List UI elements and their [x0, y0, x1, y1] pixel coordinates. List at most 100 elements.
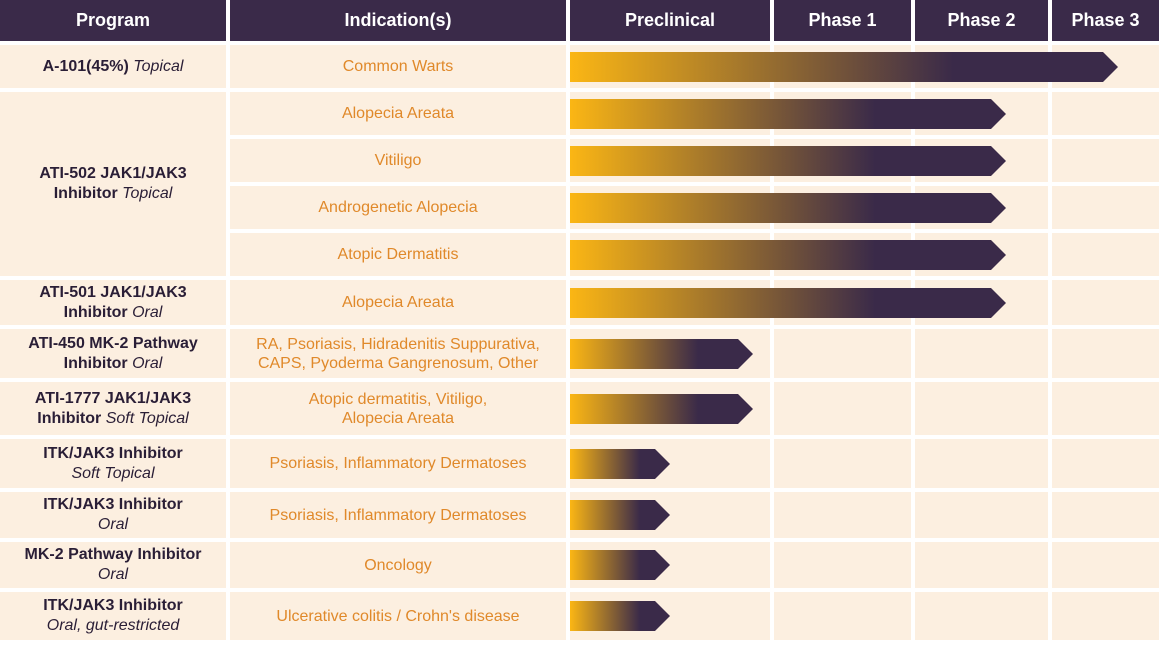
indication-line: Psoriasis, Inflammatory Dermatoses [269, 455, 527, 472]
program-modality: Topical [133, 57, 184, 75]
program-line: ATI-502 JAK1/JAK3 [39, 164, 186, 184]
header-phase-2: Phase 2 [915, 0, 1048, 41]
phase-cell [1052, 382, 1159, 435]
program-name: ATI-501 JAK1/JAK3 [39, 283, 187, 301]
program-line: Oral, gut-restricted [47, 616, 179, 636]
program-modality: Soft Topical [71, 464, 155, 482]
progress-arrow [570, 240, 1006, 270]
program-name-cont: Inhibitor [37, 409, 102, 427]
phase-cell [1052, 92, 1159, 135]
indication-line: Alopecia Areata [341, 409, 455, 427]
progress-arrow-shape [570, 550, 670, 580]
program-line: Inhibitor Soft Topical [37, 409, 188, 429]
phase-cell [915, 439, 1048, 488]
phase-cell [1052, 186, 1159, 229]
indication-line: CAPS, Pyoderma Gangrenosum, Other [257, 354, 539, 372]
phase-cell [915, 329, 1048, 378]
program-modality: Oral [97, 516, 129, 533]
indication-cell: Atopic Dermatitis [230, 233, 566, 276]
program-name-cont: Inhibitor [53, 185, 118, 202]
program-name: ATI-1777 JAK1/JAK3 [34, 389, 192, 407]
program-line: MK-2 Pathway Inhibitor [25, 545, 202, 565]
progress-arrow [570, 394, 753, 424]
indication-cell: Alopecia Areata [230, 280, 566, 325]
program-line: ITK/JAK3 Inhibitor [43, 444, 183, 464]
program-name: MK-2 Pathway Inhibitor [24, 546, 202, 563]
progress-arrow [570, 449, 670, 479]
program-line: Oral [98, 565, 128, 585]
progress-arrow-shape [570, 339, 753, 369]
progress-arrow-shape [570, 288, 1006, 318]
phase-cell [915, 542, 1048, 588]
indication-cell: RA, Psoriasis, Hidradenitis Suppurativa,… [230, 329, 566, 378]
program-line: ATI-501 JAK1/JAK3 [39, 283, 186, 303]
phase-cell [1052, 439, 1159, 488]
progress-arrow-shape [570, 601, 670, 631]
program-line: ITK/JAK3 Inhibitor [43, 495, 183, 515]
progress-arrow-shape [570, 99, 1006, 129]
progress-arrow [570, 339, 753, 369]
program-name: ATI-450 MK-2 Pathway [28, 334, 198, 352]
indication-line: Common Warts [342, 58, 454, 75]
indication-line: Alopecia Areata [341, 105, 455, 122]
header-program: Program [0, 0, 226, 41]
progress-arrow [570, 146, 1006, 176]
phase-cell [1052, 592, 1159, 640]
progress-arrow-shape [570, 394, 753, 424]
phase-cell [915, 592, 1048, 640]
phase-cell [915, 382, 1048, 435]
progress-arrow [570, 601, 670, 631]
progress-arrow [570, 288, 1006, 318]
header-indications: Indication(s) [230, 0, 566, 41]
progress-arrow [570, 52, 1118, 82]
program-line: Inhibitor Oral [64, 354, 163, 374]
program-cell: ATI-502 JAK1/JAK3 Inhibitor Topical [0, 92, 226, 276]
indication-cell: Psoriasis, Inflammatory Dermatoses [230, 492, 566, 538]
program-name: ITK/JAK3 Inhibitor [43, 597, 183, 614]
progress-arrow-shape [570, 449, 670, 479]
indication-line: Alopecia Areata [341, 294, 455, 311]
program-modality: Topical [122, 185, 173, 202]
program-name: A-101(45%) [42, 57, 129, 75]
indication-line: Androgenetic Alopecia [318, 199, 478, 216]
phase-cell [774, 382, 911, 435]
phase-cell [1052, 492, 1159, 538]
program-cell: ATI-1777 JAK1/JAK3 Inhibitor Soft Topical [0, 382, 226, 435]
indication-cell: Oncology [230, 542, 566, 588]
progress-arrow [570, 500, 670, 530]
progress-arrow-shape [570, 52, 1118, 82]
program-name: ITK/JAK3 Inhibitor [43, 496, 183, 513]
program-cell: ITK/JAK3 Inhibitor Soft Topical [0, 439, 226, 488]
program-cell: ITK/JAK3 Inhibitor Oral [0, 492, 226, 538]
indication-line: Atopic dermatitis, Vitiligo, [308, 390, 488, 408]
indication-line: Psoriasis, Inflammatory Dermatoses [269, 506, 527, 524]
header-preclinical: Preclinical [570, 0, 770, 41]
phase-cell [774, 542, 911, 588]
indication-cell: Common Warts [230, 45, 566, 88]
phase-cell [915, 492, 1048, 538]
indication-cell: Psoriasis, Inflammatory Dermatoses [230, 439, 566, 488]
indication-line: Atopic Dermatitis [337, 246, 459, 263]
indication-cell: Ulcerative colitis / Crohn's disease [230, 592, 566, 640]
program-line: Oral [98, 515, 128, 535]
indication-cell: Alopecia Areata [230, 92, 566, 135]
program-modality: Oral, gut-restricted [46, 617, 180, 634]
program-line: A-101(45%) Topical [43, 57, 184, 77]
indication-line: Vitiligo [374, 152, 422, 169]
phase-cell [1052, 329, 1159, 378]
indication-cell: Vitiligo [230, 139, 566, 182]
phase-cell [1052, 280, 1159, 325]
program-name-cont: Inhibitor [63, 303, 128, 321]
program-modality: Oral [132, 354, 163, 372]
program-line: ITK/JAK3 Inhibitor [43, 596, 183, 616]
program-name-cont: Inhibitor [63, 354, 128, 372]
phase-cell [1052, 542, 1159, 588]
phase-cell [774, 592, 911, 640]
progress-arrow [570, 193, 1006, 223]
program-name: ATI-502 JAK1/JAK3 [39, 165, 187, 182]
indication-line: RA, Psoriasis, Hidradenitis Suppurativa, [256, 335, 540, 353]
progress-arrow [570, 99, 1006, 129]
phase-cell [774, 329, 911, 378]
program-name: ITK/JAK3 Inhibitor [43, 444, 183, 462]
